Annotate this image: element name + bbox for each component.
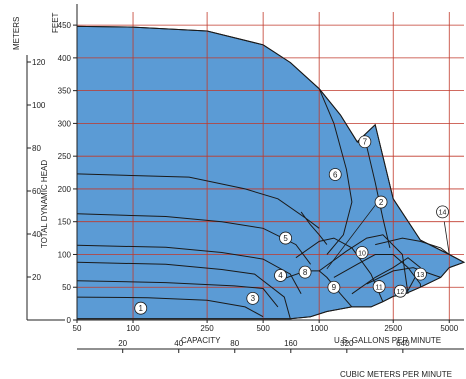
meters-tick-label: 100 <box>32 101 46 110</box>
marker-number: 8 <box>303 268 308 277</box>
curve-marker-13: 13 <box>414 267 427 281</box>
gpm-tick-label: 2500 <box>384 324 402 333</box>
gpm-tick-label: 500 <box>256 324 270 333</box>
curve-marker-3: 3 <box>246 291 260 305</box>
marker-number: 11 <box>375 284 382 291</box>
curve-marker-5: 5 <box>279 231 292 245</box>
marker-circle <box>374 195 388 209</box>
marker-circle <box>327 280 341 294</box>
pump-curve <box>76 244 302 295</box>
curve-marker-11: 11 <box>372 280 386 293</box>
us-gpm-axis-title: U.S. GALLONS PER MINUTE <box>334 336 441 345</box>
axes: 0501001502002503003504004502040608010012… <box>26 4 464 353</box>
marker-number: 6 <box>333 170 338 179</box>
coverage-area <box>76 12 466 321</box>
pump-curve <box>318 88 353 255</box>
curve-marker-10: 10 <box>355 246 369 259</box>
pump-curve <box>76 261 291 319</box>
marker-number: 2 <box>379 198 384 207</box>
capacity-label: CAPACITY <box>181 336 221 345</box>
pump-curve <box>300 211 328 245</box>
pump-curve <box>76 213 312 265</box>
feet-tick-label: 200 <box>58 185 72 194</box>
curve-marker-2: 2 <box>374 195 388 209</box>
marker-circle <box>279 231 292 245</box>
feet-tick-label: 50 <box>62 283 71 292</box>
marker-number: 9 <box>332 283 337 292</box>
y-axis-title: TOTAL DYNAMIC HEAD <box>40 160 49 249</box>
feet-tick-label: 400 <box>58 54 72 63</box>
marker-number: 10 <box>358 250 366 257</box>
envelope-area <box>76 25 465 320</box>
marker-circle <box>328 168 342 181</box>
marker-number: 5 <box>283 234 288 243</box>
meters-tick-label: 20 <box>32 273 41 282</box>
metric-tick-label: 20 <box>118 339 127 348</box>
pump-curve <box>333 254 421 288</box>
curve-marker-12: 12 <box>393 284 407 298</box>
marker-circle <box>393 284 407 298</box>
pump-curve <box>366 267 441 285</box>
pump-curve <box>375 237 450 255</box>
feet-tick-label: 300 <box>58 119 72 128</box>
pump-curve <box>76 280 279 308</box>
marker-circle <box>246 291 260 305</box>
feet-tick-label: 150 <box>58 218 72 227</box>
marker-circle <box>436 205 449 219</box>
meters-tick-label: 60 <box>32 187 41 196</box>
curve-marker-8: 8 <box>298 265 312 279</box>
curve-marker-9: 9 <box>327 280 341 294</box>
metric-tick-label: 80 <box>230 339 239 348</box>
gpm-tick-label: 250 <box>200 324 214 333</box>
gpm-tick-label: 5000 <box>440 324 458 333</box>
marker-number: 12 <box>396 289 404 296</box>
meters-tick-label: 120 <box>32 58 46 67</box>
feet-tick-label: 450 <box>58 21 72 30</box>
pump-curve <box>76 173 320 229</box>
curve-marker-1: 1 <box>134 301 148 315</box>
feet-tick-label: 0 <box>67 316 72 325</box>
metric-tick-label: 160 <box>284 339 298 348</box>
gpm-tick-label: 1000 <box>310 324 328 333</box>
marker-number: 7 <box>363 138 368 147</box>
marker-number: 4 <box>278 271 283 280</box>
feet-tick-label: 350 <box>58 87 72 96</box>
marker-circle <box>358 135 372 149</box>
meters-unit-label: METERS <box>12 17 21 50</box>
marker-pointer <box>326 205 376 270</box>
marker-number: 3 <box>251 294 256 303</box>
curve-marker-6: 6 <box>328 168 342 181</box>
metric-tick-label: 640 <box>396 339 410 348</box>
meters-tick-label: 40 <box>32 230 41 239</box>
gpm-tick-label: 100 <box>126 324 140 333</box>
pump-curve <box>76 296 264 318</box>
metric-axis-title: CUBIC METERS PER MINUTE <box>340 370 452 379</box>
marker-number: 13 <box>417 272 425 279</box>
feet-tick-label: 100 <box>58 250 72 259</box>
envelope-outline <box>76 25 466 320</box>
curve-marker-7: 7 <box>358 135 372 149</box>
marker-circle <box>298 265 312 279</box>
marker-circle <box>414 267 427 281</box>
marker-circle <box>134 301 148 315</box>
feet-tick-label: 250 <box>58 152 72 161</box>
marker-circle <box>372 280 386 293</box>
feet-unit-label: FEET <box>51 12 60 33</box>
curve-marker-4: 4 <box>274 269 287 282</box>
gpm-tick-label: 50 <box>73 324 82 333</box>
marker-circle <box>355 246 369 259</box>
curve-marker-14: 14 <box>436 205 449 219</box>
marker-pointer <box>443 221 450 255</box>
meters-tick-label: 80 <box>32 144 41 153</box>
marker-number: 1 <box>139 304 144 313</box>
metric-tick-label: 40 <box>174 339 183 348</box>
marker-circle <box>274 269 287 282</box>
metric-tick-label: 320 <box>340 339 354 348</box>
marker-number: 14 <box>439 210 447 217</box>
